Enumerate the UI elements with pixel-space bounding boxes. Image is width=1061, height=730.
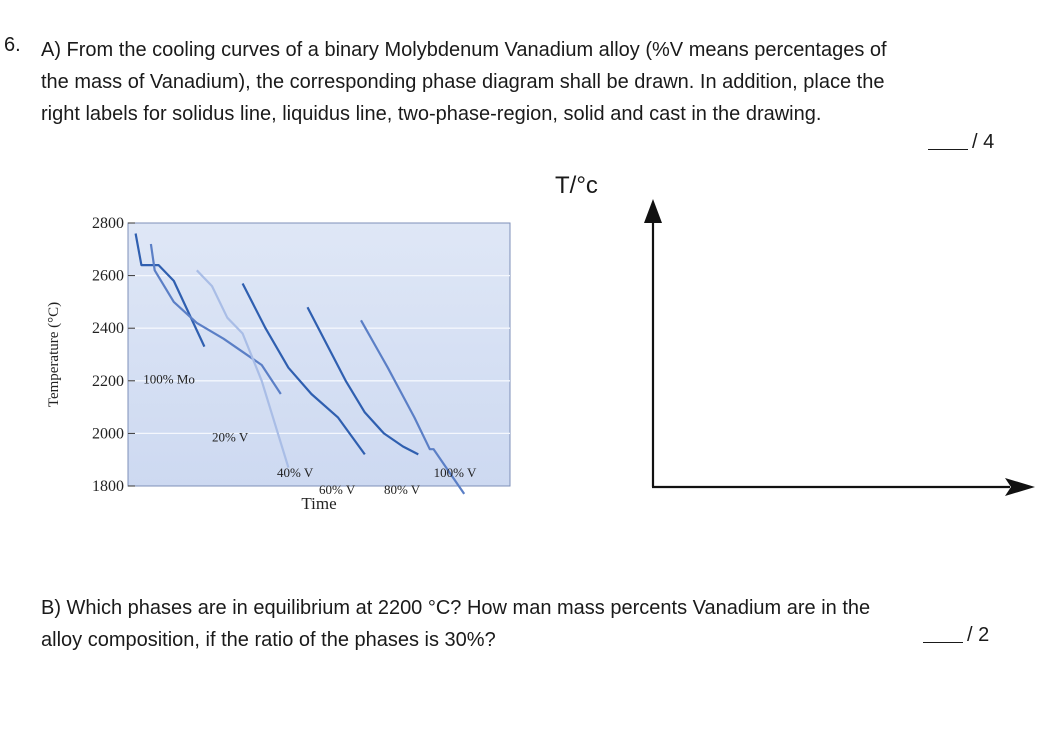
curve-label: 20% V bbox=[212, 429, 249, 444]
part-b-points: / 2 bbox=[967, 624, 990, 646]
score-blank bbox=[928, 133, 968, 150]
series-line bbox=[149, 243, 282, 395]
part-a-line: right labels for solidus line, liquidus … bbox=[41, 103, 822, 125]
curve-label: 60% V bbox=[319, 482, 356, 497]
curve-label: 40% V bbox=[277, 465, 314, 480]
series-line bbox=[134, 233, 206, 348]
part-a-points: / 4 bbox=[972, 131, 995, 153]
score-blank bbox=[923, 626, 963, 643]
part-b-text: B) Which phases are in equilibrium at 22… bbox=[41, 592, 1041, 656]
x-axis-label: Time bbox=[301, 494, 336, 513]
y-tick-label: 1800 bbox=[92, 478, 124, 495]
part-a-line: the mass of Vanadium), the corresponding… bbox=[41, 71, 885, 93]
y-tick-label: 2400 bbox=[92, 320, 124, 337]
series-line bbox=[360, 319, 466, 495]
x-axis-arrow-icon bbox=[1005, 478, 1035, 496]
y-tick-label: 2600 bbox=[92, 268, 124, 285]
blank-phase-diagram-axes bbox=[644, 199, 1035, 496]
part-b-score: / 2 bbox=[923, 624, 989, 647]
part-a-line: A) From the cooling curves of a binary M… bbox=[41, 39, 887, 61]
question-number: 6. bbox=[4, 34, 21, 56]
cooling-curves-chart: 1800 2000 2200 2400 2600 2800 100% Mo 20% V 40%… bbox=[46, 215, 511, 513]
curve-label: 100% V bbox=[434, 465, 477, 480]
plot-area bbox=[127, 222, 511, 487]
y-tick-label: 2000 bbox=[92, 425, 124, 442]
curve-label: 80% V bbox=[384, 482, 421, 497]
series-line bbox=[241, 282, 366, 456]
drawing-y-label: T/°c bbox=[555, 172, 598, 199]
curve-label: 100% Mo bbox=[143, 371, 195, 386]
series-line bbox=[306, 306, 419, 456]
y-axis-arrow-icon bbox=[644, 199, 662, 223]
part-a-text: A) From the cooling curves of a binary M… bbox=[41, 34, 1041, 130]
part-a-score: / 4 bbox=[928, 131, 994, 154]
y-axis-label: Temperature (°C) bbox=[46, 302, 62, 407]
y-tick-label: 2800 bbox=[92, 215, 124, 232]
part-b-line: alloy composition, if the ratio of the p… bbox=[41, 629, 496, 651]
part-b-line: B) Which phases are in equilibrium at 22… bbox=[41, 597, 871, 619]
series-line bbox=[196, 269, 290, 468]
y-tick-label: 2200 bbox=[92, 373, 124, 390]
